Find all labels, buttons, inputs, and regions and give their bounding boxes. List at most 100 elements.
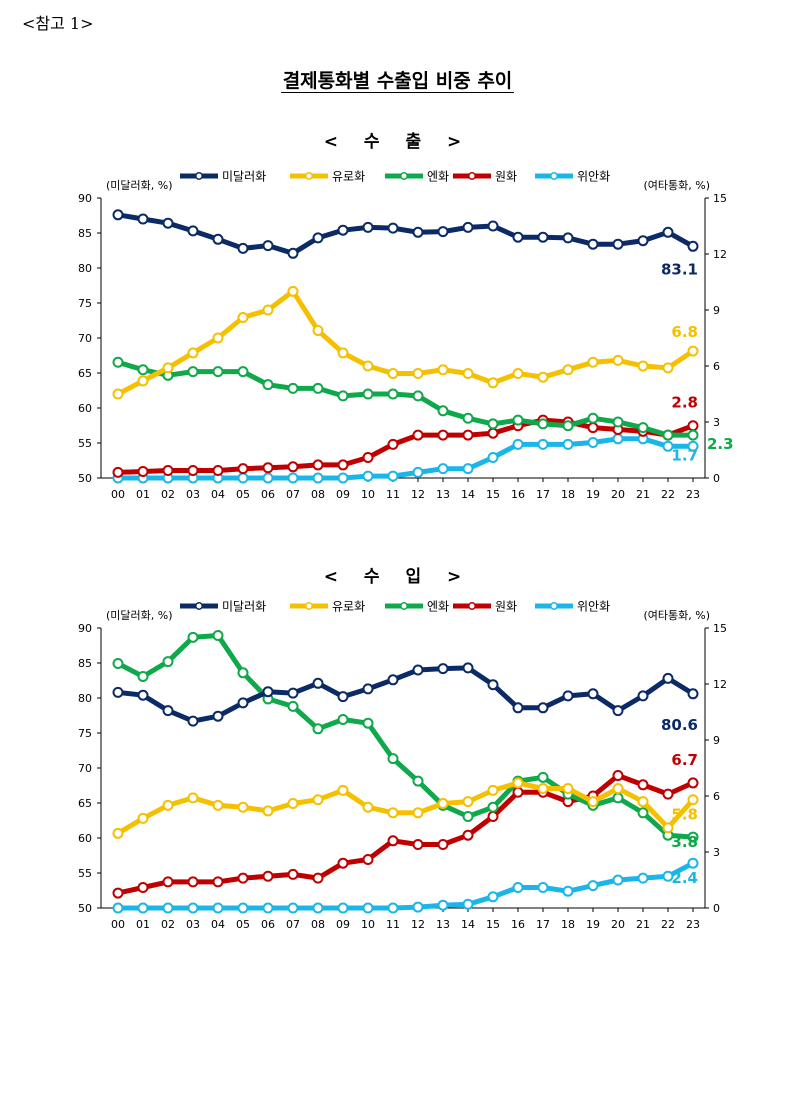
data-point-cny bbox=[337, 902, 349, 914]
data-point-cny bbox=[287, 472, 299, 484]
data-point-jpy bbox=[137, 364, 149, 376]
data-point-eur bbox=[387, 367, 399, 379]
data-point-usd bbox=[687, 688, 699, 700]
data-point-usd bbox=[237, 242, 249, 254]
data-point-cny bbox=[687, 440, 699, 452]
x-tick-label: 10 bbox=[361, 918, 375, 931]
legend-item-eur: 유로화 bbox=[290, 600, 365, 614]
x-tick-label: 11 bbox=[386, 488, 400, 501]
end-value-label-eur: 5.8 bbox=[671, 806, 698, 824]
data-point-eur bbox=[162, 799, 174, 811]
data-point-eur bbox=[137, 812, 149, 824]
legend-item-krw: 원화 bbox=[453, 170, 517, 184]
data-point-eur bbox=[412, 807, 424, 819]
x-tick-label: 15 bbox=[486, 918, 500, 931]
x-tick-label: 10 bbox=[361, 488, 375, 501]
x-tick-label: 16 bbox=[511, 488, 525, 501]
x-tick-label: 21 bbox=[636, 918, 650, 931]
data-point-jpy bbox=[462, 412, 474, 424]
data-point-eur bbox=[437, 797, 449, 809]
x-tick-label: 22 bbox=[661, 918, 675, 931]
data-point-eur bbox=[637, 360, 649, 372]
y2-tick-label: 3 bbox=[713, 416, 720, 429]
y-tick-label: 85 bbox=[78, 657, 92, 670]
data-point-krw bbox=[262, 462, 274, 474]
data-point-krw bbox=[412, 429, 424, 441]
legend-swatch-marker bbox=[195, 602, 203, 610]
x-tick-label: 19 bbox=[586, 488, 600, 501]
export-chart-title: < 수 출 > bbox=[323, 132, 472, 152]
data-point-eur bbox=[612, 783, 624, 795]
legend-item-jpy: 엔화 bbox=[385, 170, 449, 184]
data-point-usd bbox=[662, 672, 674, 684]
y2-axis-unit-label: (여타통화, %) bbox=[643, 609, 710, 622]
data-point-usd bbox=[562, 690, 574, 702]
data-point-jpy bbox=[487, 418, 499, 430]
legend-swatch-marker bbox=[305, 602, 313, 610]
series-usd bbox=[112, 209, 699, 259]
data-point-krw bbox=[287, 461, 299, 473]
data-point-usd bbox=[312, 677, 324, 689]
data-point-krw bbox=[387, 438, 399, 450]
y-tick-label: 75 bbox=[78, 297, 92, 310]
data-point-cny bbox=[587, 437, 599, 449]
data-point-jpy bbox=[237, 366, 249, 378]
data-point-eur bbox=[337, 784, 349, 796]
data-point-krw bbox=[287, 868, 299, 880]
data-point-cny bbox=[387, 470, 399, 482]
x-tick-label: 02 bbox=[161, 488, 175, 501]
import-currency-share-chart: 미달러화 유로화 엔화 원화 위안화(미달러화, %) (여타통화, %)50556065… bbox=[78, 600, 727, 932]
data-point-krw bbox=[687, 420, 699, 432]
data-point-cny bbox=[487, 451, 499, 463]
data-point-jpy bbox=[612, 416, 624, 428]
main-title-wrap: 결제통화별 수출입 비중 추이 bbox=[0, 66, 795, 93]
data-point-cny bbox=[237, 902, 249, 914]
data-point-cny bbox=[362, 902, 374, 914]
data-point-cny bbox=[462, 898, 474, 910]
data-point-eur bbox=[587, 356, 599, 368]
legend-label: 유로화 bbox=[332, 170, 365, 184]
x-tick-label: 01 bbox=[136, 918, 150, 931]
data-point-cny bbox=[262, 902, 274, 914]
data-point-usd bbox=[687, 240, 699, 252]
data-point-eur bbox=[312, 325, 324, 337]
y-tick-label: 55 bbox=[78, 867, 92, 880]
legend-label: 원화 bbox=[495, 170, 517, 184]
data-point-jpy bbox=[237, 667, 249, 679]
legend-item-usd: 미달러화 bbox=[180, 600, 266, 614]
legend-swatch-marker bbox=[305, 172, 313, 180]
data-point-cny bbox=[562, 438, 574, 450]
y-axis-unit-label: (미달러화, %) bbox=[106, 179, 173, 192]
legend-label: 위안화 bbox=[577, 600, 610, 614]
data-point-eur bbox=[512, 777, 524, 789]
data-point-eur bbox=[537, 783, 549, 795]
data-point-eur bbox=[662, 822, 674, 834]
data-point-krw bbox=[112, 466, 124, 478]
data-point-usd bbox=[112, 686, 124, 698]
legend-swatch-marker bbox=[550, 602, 558, 610]
y2-tick-label: 15 bbox=[713, 622, 727, 635]
y-tick-label: 80 bbox=[78, 262, 92, 275]
data-point-eur bbox=[187, 792, 199, 804]
x-tick-label: 21 bbox=[636, 488, 650, 501]
data-point-usd bbox=[437, 663, 449, 675]
data-point-jpy bbox=[612, 792, 624, 804]
data-point-jpy bbox=[362, 388, 374, 400]
data-point-krw bbox=[437, 429, 449, 441]
end-value-label-cny: 1.7 bbox=[671, 446, 698, 464]
data-point-cny bbox=[462, 463, 474, 475]
data-point-jpy bbox=[312, 723, 324, 735]
data-point-jpy bbox=[362, 717, 374, 729]
data-point-usd bbox=[487, 679, 499, 691]
y2-axis-unit-label: (여타통화, %) bbox=[643, 179, 710, 192]
y-tick-label: 85 bbox=[78, 227, 92, 240]
data-point-eur bbox=[312, 794, 324, 806]
data-point-cny bbox=[112, 902, 124, 914]
data-point-krw bbox=[187, 876, 199, 888]
data-point-eur bbox=[612, 354, 624, 366]
data-point-usd bbox=[187, 715, 199, 727]
data-point-krw bbox=[262, 870, 274, 882]
data-point-krw bbox=[362, 853, 374, 865]
data-point-jpy bbox=[587, 412, 599, 424]
data-point-krw bbox=[612, 769, 624, 781]
